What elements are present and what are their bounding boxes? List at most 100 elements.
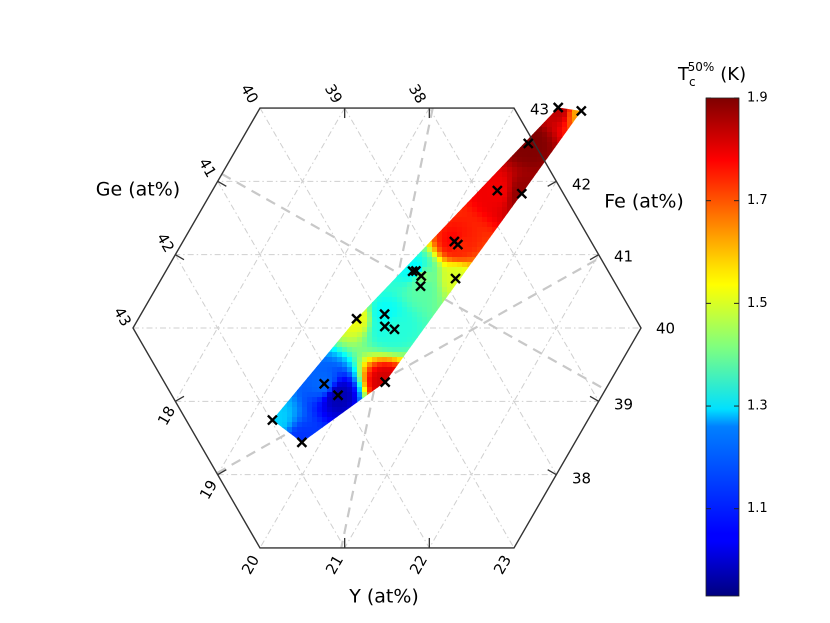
heat-cell (477, 157, 483, 163)
heat-cell (402, 202, 408, 208)
heat-cell (297, 357, 303, 363)
heat-cell (547, 347, 553, 353)
heat-cell (342, 277, 348, 283)
heat-cell (317, 352, 323, 358)
heat-cell (487, 402, 493, 408)
heat-cell (372, 182, 378, 188)
heat-cell (372, 187, 378, 193)
heat-cell (427, 197, 433, 203)
heat-cell (367, 197, 373, 203)
heat-cell (272, 307, 278, 313)
heat-cell (342, 412, 348, 418)
sample-marker (452, 239, 464, 250)
heat-cell (572, 407, 578, 413)
heat-cell (512, 267, 518, 273)
heat-cell (527, 317, 533, 323)
heat-cell (312, 232, 318, 238)
heat-cell (572, 422, 578, 428)
heat-cell (282, 187, 288, 193)
heat-cell (467, 297, 473, 303)
heat-cell (277, 197, 283, 203)
heat-cell (517, 137, 523, 143)
heat-cell (417, 432, 423, 438)
heat-cell (447, 262, 453, 268)
heat-cell (537, 357, 543, 363)
heat-cell (472, 262, 478, 268)
heat-cell (542, 272, 548, 278)
heat-cell (417, 232, 423, 238)
heat-cell (562, 202, 568, 208)
heat-cell (457, 382, 463, 388)
fe-tick-label: 40 (656, 320, 675, 338)
heat-cell (352, 287, 358, 293)
heat-cell (317, 287, 323, 293)
heat-cell (512, 427, 518, 433)
heat-cell (392, 317, 398, 323)
heat-cell (307, 162, 313, 168)
heat-cell (332, 357, 338, 363)
heat-cell (552, 337, 558, 343)
heat-cell (577, 137, 582, 143)
heat-cell (317, 262, 323, 268)
heat-cell (357, 372, 363, 378)
sample-marker (318, 378, 330, 390)
heat-cell (467, 257, 473, 263)
heat-cell (467, 167, 473, 173)
heat-cell (312, 412, 318, 418)
heat-cell (277, 247, 283, 253)
heat-cell (447, 412, 453, 418)
heat-cell (497, 122, 503, 128)
heat-cell (477, 417, 483, 423)
heat-cell (512, 367, 518, 373)
heat-cell (327, 157, 333, 163)
heat-cell (277, 147, 283, 153)
heat-cell (322, 312, 328, 318)
heat-cell (387, 347, 393, 353)
heat-cell (522, 162, 528, 168)
heat-cell (512, 127, 518, 133)
heat-cell (422, 182, 428, 188)
heat-cell (357, 397, 363, 403)
heat-cell (507, 347, 513, 353)
heat-cell (507, 267, 513, 273)
heat-cell (277, 122, 283, 128)
heat-cell (377, 217, 383, 223)
heat-cell (487, 172, 493, 178)
heat-cell (357, 332, 363, 338)
heat-cell (412, 347, 418, 353)
heat-cell (492, 282, 498, 288)
heat-cell (442, 237, 448, 243)
heat-cell (422, 252, 428, 258)
heat-cell (307, 352, 313, 358)
heat-cell (307, 247, 313, 253)
heat-cell (447, 417, 453, 423)
heat-cell (452, 127, 458, 133)
heat-cell (362, 292, 368, 298)
heat-cell (542, 387, 548, 393)
heat-cell (537, 417, 543, 423)
heat-cell (517, 172, 523, 178)
heat-cell (372, 247, 378, 253)
heat-cell (302, 187, 308, 193)
heat-cell (527, 177, 533, 183)
heat-cell (472, 247, 478, 253)
heat-cell (422, 192, 428, 198)
heat-cell (387, 112, 393, 118)
heat-cell (427, 267, 433, 273)
heat-cell (377, 162, 383, 168)
heat-cell (432, 172, 438, 178)
heat-cell (342, 422, 348, 428)
heat-cell (482, 307, 488, 313)
heat-cell (542, 222, 548, 228)
heat-cell (417, 362, 423, 368)
heat-cell (527, 122, 533, 128)
heat-cell (557, 267, 563, 273)
heat-cell (457, 222, 463, 228)
heat-cell (567, 382, 573, 388)
heat-cell (507, 182, 513, 188)
heat-cell (512, 192, 518, 198)
heat-cell (557, 247, 563, 253)
heat-cell (387, 212, 393, 218)
heat-cell (542, 337, 548, 343)
heat-cell (487, 247, 493, 253)
